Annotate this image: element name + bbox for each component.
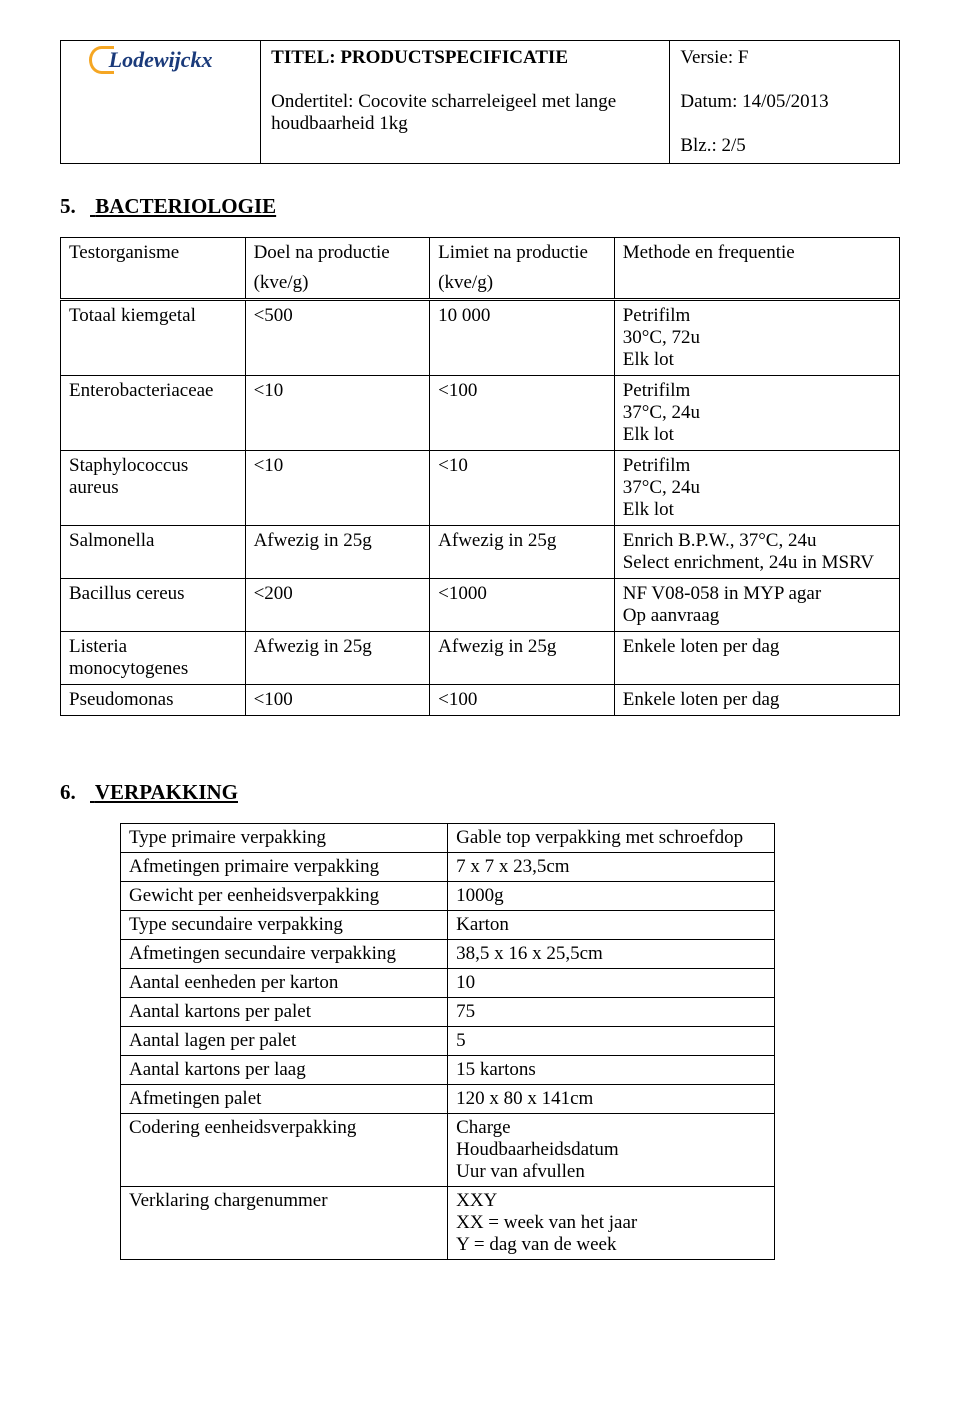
pack-value: 5 [448, 1027, 775, 1056]
page-label: Blz.: 2/5 [680, 135, 889, 157]
cell-limiet: <1000 [430, 579, 615, 632]
pack-key: Aantal kartons per laag [121, 1056, 448, 1085]
section5-number: 5. [60, 194, 90, 219]
col-doel: Doel na productie [245, 238, 430, 269]
pack-key: Afmetingen primaire verpakking [121, 853, 448, 882]
cell-org: Enterobacteriaceae [61, 376, 246, 451]
cell-limiet: Afwezig in 25g [430, 526, 615, 579]
verpakking-table: Type primaire verpakkingGable top verpak… [120, 823, 775, 1260]
cell-meth: NF V08-058 in MYP agar Op aanvraag [614, 579, 899, 632]
cell-doel: <200 [245, 579, 430, 632]
pack-value: 1000g [448, 882, 775, 911]
meta-cell: Versie: F Datum: 14/05/2013 Blz.: 2/5 [670, 41, 900, 164]
col-limiet-unit: (kve/g) [430, 268, 615, 300]
cell-doel: <10 [245, 451, 430, 526]
cell-org: Staphylococcus aureus [61, 451, 246, 526]
section6-heading: 6. VERPAKKING [60, 780, 900, 805]
cell-org: Totaal kiemgetal [61, 300, 246, 376]
doc-subtitle: Ondertitel: Cocovite scharreleigeel met … [271, 91, 659, 135]
section6-title: VERPAKKING [95, 780, 238, 804]
cell-meth: Petrifilm 37°C, 24u Elk lot [614, 376, 899, 451]
pack-value: Charge Houdbaarheidsdatum Uur van afvull… [448, 1114, 775, 1187]
table-row: Enterobacteriaceae<10<100Petrifilm 37°C,… [61, 376, 900, 451]
pack-key: Codering eenheidsverpakking [121, 1114, 448, 1187]
col-doel-unit: (kve/g) [245, 268, 430, 300]
pack-key: Afmetingen secundaire verpakking [121, 940, 448, 969]
section5-heading: 5. BACTERIOLOGIE [60, 194, 900, 219]
cell-org: Pseudomonas [61, 685, 246, 716]
pack-value: Karton [448, 911, 775, 940]
pack-key: Aantal lagen per palet [121, 1027, 448, 1056]
section6-number: 6. [60, 780, 90, 805]
pack-key: Aantal eenheden per karton [121, 969, 448, 998]
title-cell: TITEL: PRODUCTSPECIFICATIE Ondertitel: C… [261, 41, 670, 164]
cell-limiet: <100 [430, 376, 615, 451]
pack-key: Aantal kartons per palet [121, 998, 448, 1027]
cell-doel: <100 [245, 685, 430, 716]
col-limiet: Limiet na productie [430, 238, 615, 269]
table-row: Gewicht per eenheidsverpakking1000g [121, 882, 775, 911]
cell-org: Salmonella [61, 526, 246, 579]
pack-key: Gewicht per eenheidsverpakking [121, 882, 448, 911]
cell-doel: Afwezig in 25g [245, 632, 430, 685]
version-label: Versie: F [680, 47, 889, 69]
pack-value: 120 x 80 x 141cm [448, 1085, 775, 1114]
table-row: Aantal kartons per laag15 kartons [121, 1056, 775, 1085]
pack-value: XXY XX = week van het jaar Y = dag van d… [448, 1187, 775, 1260]
pack-value: 7 x 7 x 23,5cm [448, 853, 775, 882]
col-methode: Methode en frequentie [614, 238, 899, 269]
cell-meth: Enkele loten per dag [614, 685, 899, 716]
pack-value: Gable top verpakking met schroefdop [448, 824, 775, 853]
table-row: Type secundaire verpakkingKarton [121, 911, 775, 940]
col-testorganisme: Testorganisme [61, 238, 246, 269]
table-row: Bacillus cereus<200<1000NF V08-058 in MY… [61, 579, 900, 632]
table-row: Type primaire verpakkingGable top verpak… [121, 824, 775, 853]
pack-key: Type primaire verpakking [121, 824, 448, 853]
bacteriologie-table: Testorganisme Doel na productie Limiet n… [60, 237, 900, 716]
pack-value: 75 [448, 998, 775, 1027]
cell-org: Listeria monocytogenes [61, 632, 246, 685]
logo-cell: Lodewijckx [61, 41, 261, 164]
pack-key: Afmetingen palet [121, 1085, 448, 1114]
cell-doel: <500 [245, 300, 430, 376]
cell-limiet: 10 000 [430, 300, 615, 376]
table-row: Aantal eenheden per karton10 [121, 969, 775, 998]
cell-doel: <10 [245, 376, 430, 451]
table-row: Afmetingen primaire verpakking7 x 7 x 23… [121, 853, 775, 882]
date-label: Datum: 14/05/2013 [680, 91, 889, 113]
pack-value: 10 [448, 969, 775, 998]
table-row: Totaal kiemgetal<50010 000Petrifilm 30°C… [61, 300, 900, 376]
table-row: Afmetingen secundaire verpakking38,5 x 1… [121, 940, 775, 969]
table-header-row: Testorganisme Doel na productie Limiet n… [61, 238, 900, 269]
table-row: Aantal lagen per palet5 [121, 1027, 775, 1056]
cell-meth: Enrich B.P.W., 37°C, 24u Select enrichme… [614, 526, 899, 579]
cell-org: Bacillus cereus [61, 579, 246, 632]
cell-limiet: <100 [430, 685, 615, 716]
pack-key: Verklaring chargenummer [121, 1187, 448, 1260]
cell-meth: Petrifilm 37°C, 24u Elk lot [614, 451, 899, 526]
cell-meth: Enkele loten per dag [614, 632, 899, 685]
cell-meth: Petrifilm 30°C, 72u Elk lot [614, 300, 899, 376]
section5-title: BACTERIOLOGIE [95, 194, 276, 218]
doc-title: TITEL: PRODUCTSPECIFICATIE [271, 47, 659, 69]
table-row: Codering eenheidsverpakkingCharge Houdba… [121, 1114, 775, 1187]
cell-limiet: Afwezig in 25g [430, 632, 615, 685]
table-row: Listeria monocytogenesAfwezig in 25gAfwe… [61, 632, 900, 685]
table-row: SalmonellaAfwezig in 25gAfwezig in 25gEn… [61, 526, 900, 579]
pack-value: 38,5 x 16 x 25,5cm [448, 940, 775, 969]
document-header: Lodewijckx TITEL: PRODUCTSPECIFICATIE On… [60, 40, 900, 164]
cell-limiet: <10 [430, 451, 615, 526]
table-header-row2: (kve/g) (kve/g) [61, 268, 900, 300]
table-row: Pseudomonas<100<100Enkele loten per dag [61, 685, 900, 716]
table-row: Aantal kartons per palet75 [121, 998, 775, 1027]
company-logo: Lodewijckx [109, 47, 213, 73]
cell-doel: Afwezig in 25g [245, 526, 430, 579]
table-row: Verklaring chargenummerXXY XX = week van… [121, 1187, 775, 1260]
pack-value: 15 kartons [448, 1056, 775, 1085]
pack-key: Type secundaire verpakking [121, 911, 448, 940]
table-row: Staphylococcus aureus<10<10Petrifilm 37°… [61, 451, 900, 526]
table-row: Afmetingen palet120 x 80 x 141cm [121, 1085, 775, 1114]
